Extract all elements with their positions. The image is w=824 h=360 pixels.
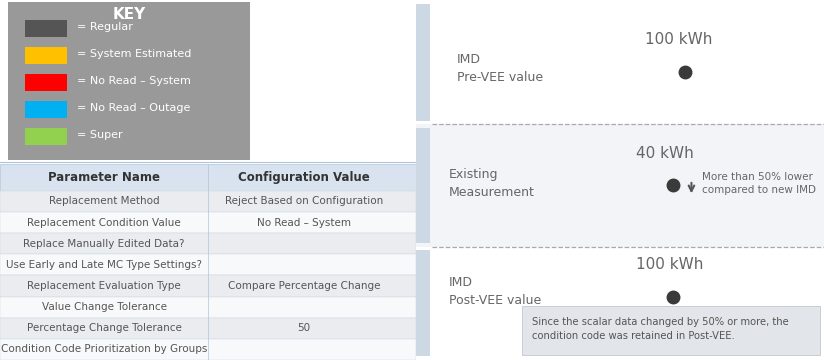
Text: Replacement Method: Replacement Method xyxy=(49,196,159,206)
FancyBboxPatch shape xyxy=(25,128,67,145)
Text: More than 50% lower
compared to new IMD: More than 50% lower compared to new IMD xyxy=(701,172,816,195)
Text: Replacement Evaluation Type: Replacement Evaluation Type xyxy=(27,281,181,291)
Text: = System Estimated: = System Estimated xyxy=(77,49,191,59)
FancyBboxPatch shape xyxy=(416,4,430,121)
FancyBboxPatch shape xyxy=(0,212,416,233)
Text: Replacement Condition Value: Replacement Condition Value xyxy=(27,217,181,228)
Text: Replace Manually Edited Data?: Replace Manually Edited Data? xyxy=(23,239,185,249)
Text: = No Read – Outage: = No Read – Outage xyxy=(77,103,190,113)
FancyBboxPatch shape xyxy=(416,0,824,124)
Text: KEY: KEY xyxy=(112,7,146,22)
FancyBboxPatch shape xyxy=(25,20,67,37)
Text: Existing
Measurement: Existing Measurement xyxy=(449,168,535,199)
Text: Value Change Tolerance: Value Change Tolerance xyxy=(41,302,166,312)
Text: 40 kWh: 40 kWh xyxy=(636,145,694,161)
Text: 100 kWh: 100 kWh xyxy=(644,32,712,47)
Text: = Regular: = Regular xyxy=(77,22,133,32)
Text: Compare Percentage Change: Compare Percentage Change xyxy=(227,281,380,291)
Text: = Super: = Super xyxy=(77,130,123,140)
Text: Use Early and Late MC Type Settings?: Use Early and Late MC Type Settings? xyxy=(6,260,202,270)
FancyBboxPatch shape xyxy=(0,254,416,275)
Text: Parameter Name: Parameter Name xyxy=(48,171,160,184)
FancyBboxPatch shape xyxy=(416,250,430,356)
FancyBboxPatch shape xyxy=(0,297,416,318)
Text: IMD
Pre-VEE value: IMD Pre-VEE value xyxy=(456,53,543,84)
Text: 50: 50 xyxy=(297,323,311,333)
Text: No Read – System: No Read – System xyxy=(257,217,351,228)
Text: Condition Code Prioritization by Groups: Condition Code Prioritization by Groups xyxy=(1,345,207,355)
FancyBboxPatch shape xyxy=(25,101,67,118)
Text: Reject Based on Configuration: Reject Based on Configuration xyxy=(225,196,383,206)
FancyBboxPatch shape xyxy=(0,275,416,297)
FancyBboxPatch shape xyxy=(0,339,416,360)
FancyBboxPatch shape xyxy=(522,306,820,355)
Text: Since the scalar data changed by 50% or more, the
condition code was retained in: Since the scalar data changed by 50% or … xyxy=(532,318,789,341)
FancyBboxPatch shape xyxy=(416,128,430,243)
FancyBboxPatch shape xyxy=(25,74,67,91)
FancyBboxPatch shape xyxy=(416,124,824,247)
FancyBboxPatch shape xyxy=(25,47,67,64)
FancyBboxPatch shape xyxy=(0,164,416,191)
FancyBboxPatch shape xyxy=(416,247,824,360)
FancyBboxPatch shape xyxy=(0,318,416,339)
Text: IMD
Post-VEE value: IMD Post-VEE value xyxy=(449,276,541,307)
FancyBboxPatch shape xyxy=(0,233,416,254)
Text: 100 kWh: 100 kWh xyxy=(636,257,704,272)
Text: = No Read – System: = No Read – System xyxy=(77,76,191,86)
Text: Percentage Change Tolerance: Percentage Change Tolerance xyxy=(26,323,181,333)
Text: Configuration Value: Configuration Value xyxy=(238,171,370,184)
FancyBboxPatch shape xyxy=(8,2,250,160)
FancyBboxPatch shape xyxy=(0,191,416,212)
